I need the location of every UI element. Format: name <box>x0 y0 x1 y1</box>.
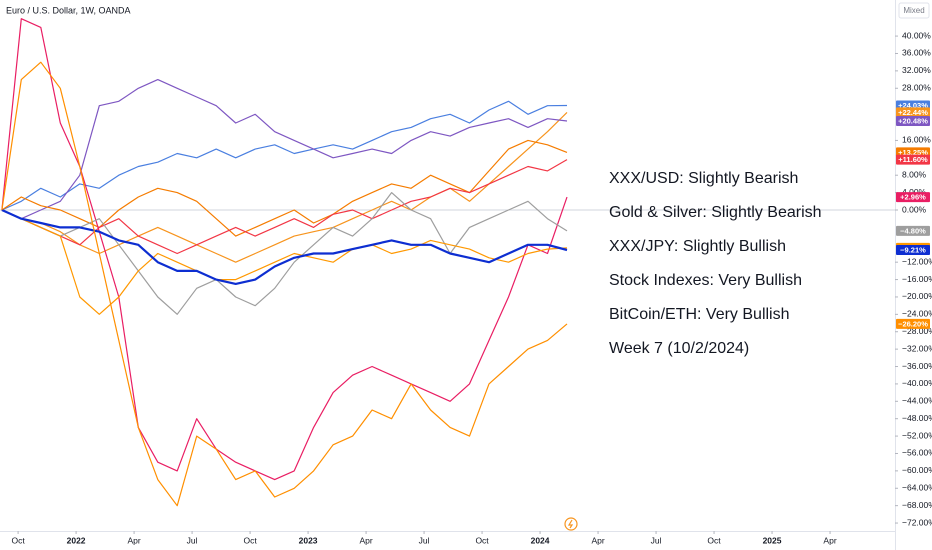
end-label: −9.21% <box>900 246 926 255</box>
end-label: +24.03% <box>898 101 928 110</box>
end-label: +13.25% <box>898 148 928 157</box>
y-tick-label: 0.00% <box>902 204 927 214</box>
x-tick-label: Oct <box>475 535 489 545</box>
x-tick-label: Oct <box>707 535 721 545</box>
y-tick-label: 4.00% <box>902 187 927 197</box>
series-line <box>1 192 568 315</box>
y-tick-label: −64.00% <box>902 483 932 493</box>
end-label: −26.20% <box>898 319 928 328</box>
end-label: +11.60% <box>898 155 928 164</box>
x-tick-label: Jul <box>651 535 662 545</box>
scale-mode-button[interactable] <box>898 2 930 19</box>
y-tick-label: −16.00% <box>902 274 932 284</box>
annotation: Gold & Silver: Slightly Bearish <box>609 204 822 221</box>
end-label-box <box>896 318 930 329</box>
y-tick-label: 28.00% <box>902 83 931 93</box>
x-tick-label: Jul <box>187 535 198 545</box>
series-line <box>1 100 568 211</box>
y-tick-label: −52.00% <box>902 430 932 440</box>
end-label-box <box>896 154 930 165</box>
annotation: XXX/JPY: Slightly Bullish <box>609 238 786 255</box>
annotation: Week 7 (10/2/2024) <box>609 340 749 357</box>
series-line <box>1 111 568 263</box>
x-tick-label: Jul <box>419 535 430 545</box>
y-tick-label: −40.00% <box>902 378 932 388</box>
series-line <box>1 79 568 220</box>
end-label: −4.80% <box>900 226 926 235</box>
icon-bolt[interactable] <box>567 519 574 529</box>
y-tick-label: −12.00% <box>902 256 932 266</box>
x-tick-label: 2025 <box>763 535 782 545</box>
x-tick-label: 2024 <box>531 535 550 545</box>
x-tick-label: Apr <box>823 535 836 545</box>
x-tick-label: 2022 <box>67 535 86 545</box>
end-label-box <box>896 107 930 118</box>
end-label-box <box>896 192 930 203</box>
annotation: BitCoin/ETH: Very Bullish <box>609 306 790 323</box>
y-tick-label: 16.00% <box>902 135 931 145</box>
y-tick-label: 32.00% <box>902 65 931 75</box>
end-label-box <box>896 225 930 236</box>
icon-ring[interactable] <box>564 517 578 531</box>
scale-mode[interactable]: Mixed <box>903 6 924 15</box>
y-tick-label: −36.00% <box>902 361 932 371</box>
x-tick-label: Oct <box>11 535 25 545</box>
y-tick-label: −72.00% <box>902 517 932 527</box>
y-tick-label: −32.00% <box>902 343 932 353</box>
y-tick-label: −68.00% <box>902 500 932 510</box>
y-tick-label: −24.00% <box>902 309 932 319</box>
y-tick-label: −20.00% <box>902 291 932 301</box>
replay-icon[interactable] <box>564 517 578 531</box>
y-tick-label: 36.00% <box>902 48 931 58</box>
x-tick-label: Oct <box>243 535 257 545</box>
end-label: +22.44% <box>898 108 928 117</box>
x-tick-label: Apr <box>359 535 372 545</box>
y-tick-label: −48.00% <box>902 413 932 423</box>
y-tick-label: 40.00% <box>902 30 931 40</box>
annotation: XXX/USD: Slightly Bearish <box>609 170 798 187</box>
end-label: +2.96% <box>900 193 926 202</box>
series-line <box>1 61 568 507</box>
series-line <box>1 209 568 315</box>
y-tick-label: −44.00% <box>902 396 932 406</box>
x-tick-label: 2023 <box>299 535 318 545</box>
annotation: Stock Indexes: Very Bullish <box>609 272 802 289</box>
y-tick-label: −28.00% <box>902 326 932 336</box>
y-tick-label: −56.00% <box>902 448 932 458</box>
x-tick-label: Apr <box>591 535 604 545</box>
y-tick-label: −60.00% <box>902 465 932 475</box>
series-line <box>1 139 568 237</box>
series-line <box>1 18 568 481</box>
end-label-box <box>896 115 930 126</box>
x-tick-label: Apr <box>127 535 140 545</box>
series-line <box>1 208 568 285</box>
end-label-box <box>896 245 930 256</box>
y-tick-label: 8.00% <box>902 169 927 179</box>
end-label: +20.48% <box>898 116 928 125</box>
chart-title: Euro / U.S. Dollar, 1W, OANDA <box>6 5 131 15</box>
